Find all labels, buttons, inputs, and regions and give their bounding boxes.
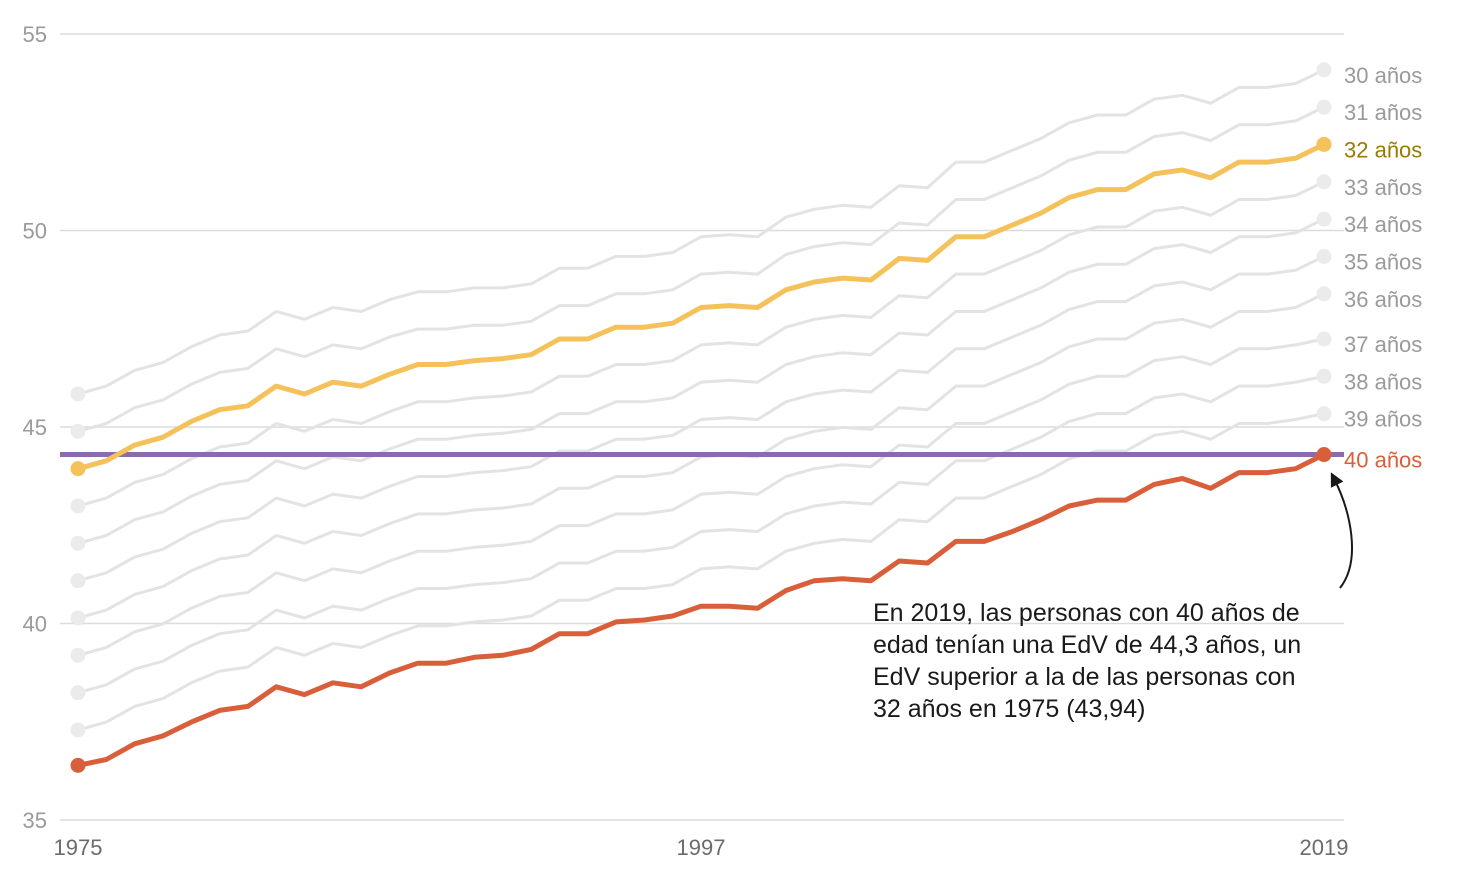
- y-tick-label: 50: [23, 219, 47, 244]
- annotation-line: En 2019, las personas con 40 años de: [873, 599, 1300, 627]
- series-labels: 30 años 31 años 32 años 33 años 34 años 35 añ…: [1344, 63, 1422, 473]
- series-start-point: [70, 386, 86, 402]
- series-label: 37 años: [1344, 332, 1422, 357]
- series-label: 30 años: [1344, 63, 1422, 88]
- annotation-line: EdV superior a la de las personas con: [873, 663, 1295, 691]
- series-label: 33 años: [1344, 175, 1422, 200]
- series-end-point: [1316, 99, 1332, 115]
- series-label: 34 años: [1344, 212, 1422, 237]
- series-start-point: [70, 498, 86, 514]
- series-end-point: [1316, 406, 1332, 422]
- muted-series: [70, 62, 1332, 738]
- series-end-point: [1316, 368, 1332, 384]
- series-label: 40 años: [1344, 448, 1422, 473]
- series-start-point: [70, 535, 86, 551]
- y-tick-label: 40: [23, 612, 47, 637]
- series-label: 31 años: [1344, 100, 1422, 125]
- series-end-point: [1316, 331, 1332, 347]
- series-start-point: [70, 647, 86, 663]
- series-label: 38 años: [1344, 369, 1422, 394]
- annotation-arrow: [1330, 472, 1353, 589]
- series-start-point: [70, 423, 86, 439]
- series-line: [76, 217, 1326, 545]
- y-tick-label: 45: [23, 415, 47, 440]
- y-axis: 35 40 45 50 55: [23, 22, 47, 833]
- series-line: [76, 374, 1326, 695]
- series-end-point: [1316, 211, 1332, 227]
- annotation: En 2019, las personas con 40 años de edad…: [873, 472, 1353, 723]
- series-end-point: [1316, 248, 1332, 264]
- series-label: 39 años: [1344, 407, 1422, 432]
- x-axis: 1975 1997 2019: [54, 835, 1349, 860]
- y-tick-label: 35: [23, 808, 47, 833]
- series-line: [75, 452, 1327, 768]
- series-start-point: [70, 610, 86, 626]
- series-start-point: [70, 461, 86, 477]
- series-start-point: [70, 685, 86, 701]
- series-line: [76, 254, 1326, 583]
- series-line: [76, 105, 1326, 433]
- series-line: [76, 412, 1326, 732]
- series-start-point: [70, 757, 86, 773]
- x-tick-label: 1975: [54, 835, 103, 860]
- series-label: 32 años: [1344, 137, 1422, 162]
- series-end-point: [1316, 286, 1332, 302]
- gridlines: [60, 33, 1344, 821]
- annotation-line: 32 años en 1975 (43,94): [873, 695, 1145, 723]
- series-label: 35 años: [1344, 249, 1422, 274]
- x-tick-label: 1997: [677, 835, 726, 860]
- highlighted-series: [70, 136, 1332, 773]
- y-tick-label: 55: [23, 22, 47, 47]
- series-label: 36 años: [1344, 287, 1422, 312]
- x-tick-label: 2019: [1300, 835, 1349, 860]
- series-line: [76, 68, 1326, 396]
- series-start-point: [70, 573, 86, 589]
- series-start-point: [70, 722, 86, 738]
- annotation-line: edad tenían una EdV de 44,3 años, un: [873, 631, 1301, 659]
- series-end-point: [1316, 447, 1332, 463]
- series-end-point: [1316, 62, 1332, 78]
- series-end-point: [1316, 174, 1332, 190]
- series-line: [76, 337, 1326, 657]
- series-end-point: [1316, 136, 1332, 152]
- series-line: [75, 141, 1327, 472]
- series-line: [76, 180, 1326, 508]
